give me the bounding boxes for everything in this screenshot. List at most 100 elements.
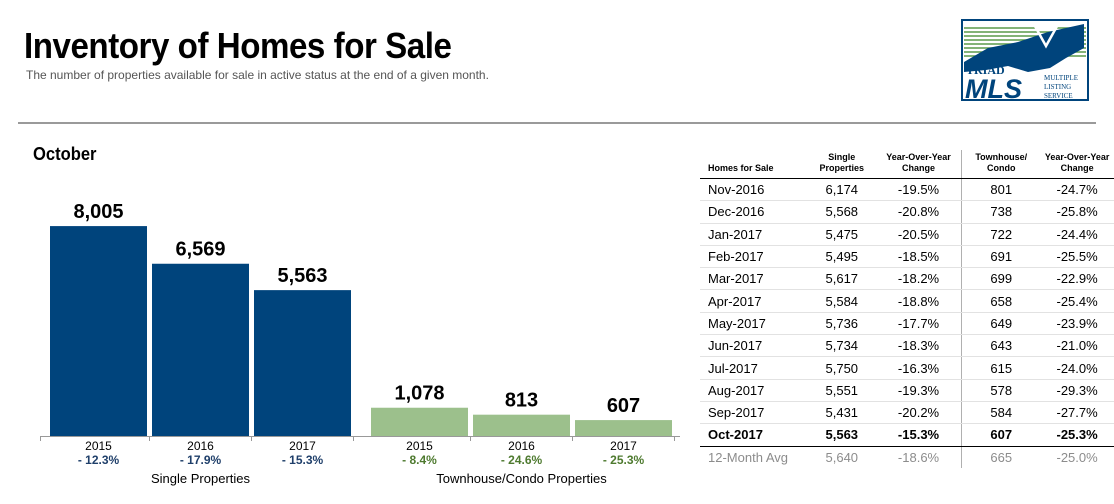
cell-single-yoy-change: -20.2% — [875, 401, 962, 425]
yoy-change-label: - 25.3% — [603, 453, 645, 467]
logo-text-triad: TRIAD — [966, 63, 1005, 77]
bar-value-label: 607 — [607, 395, 640, 417]
table-row: Dec-2016 5,568 -20.8% 738 -25.8% — [700, 200, 1114, 224]
cell-townhouse-yoy-change: -27.7% — [1040, 401, 1114, 425]
cell-single-properties: 5,568 — [807, 200, 876, 224]
cell-single-yoy-change: -18.3% — [875, 334, 962, 358]
cell-townhouse-yoy-change: -22.9% — [1040, 267, 1114, 291]
cell-month: Jun-2017 — [700, 334, 808, 358]
cell-townhouse-condo: 643 — [961, 334, 1041, 358]
table-row: Oct-2017 5,563 -15.3% 607 -25.3% — [700, 423, 1114, 447]
page-title: Inventory of Homes for Sale — [24, 25, 452, 66]
cell-townhouse-yoy-change: -25.8% — [1040, 200, 1114, 224]
bar — [473, 414, 570, 436]
logo-emblem — [961, 19, 1089, 101]
cell-single-properties: 5,431 — [807, 401, 876, 425]
cell-single-properties: 5,563 — [807, 423, 876, 447]
cell-townhouse-yoy-change: -21.0% — [1040, 334, 1114, 358]
header-divider — [18, 122, 1096, 124]
triad-mls-logo: TRIAD MLS MULTIPLE LISTING SERVICE — [961, 19, 1089, 104]
table-row: Sep-2017 5,431 -20.2% 584 -27.7% — [700, 401, 1114, 425]
x-tick-label: 2015 — [85, 439, 112, 453]
cell-month: Nov-2016 — [700, 178, 808, 202]
cell-single-yoy-change: -18.8% — [875, 289, 962, 313]
cell-month: Apr-2017 — [700, 289, 808, 313]
cell-month: Sep-2017 — [700, 401, 808, 425]
cell-single-properties: 5,551 — [807, 379, 876, 402]
cell-townhouse-yoy-change: -24.7% — [1040, 178, 1114, 202]
cell-single-yoy-change: -18.5% — [875, 245, 962, 269]
table-row: Mar-2017 5,617 -18.2% 699 -22.9% — [700, 267, 1114, 291]
logo-tag-2: LISTING — [1044, 83, 1071, 91]
table-row-12-month-avg: 12-Month Avg 5,640 -18.6% 665 -25.0% — [700, 446, 1114, 468]
x-tick-label: 2015 — [406, 439, 433, 453]
cell-month: Aug-2017 — [700, 379, 808, 402]
yoy-change-label: - 24.6% — [501, 453, 543, 467]
cell-month: Jan-2017 — [700, 223, 808, 246]
cell-single-yoy-change: -19.3% — [875, 379, 962, 402]
cell-single-yoy-change: -16.3% — [875, 356, 962, 380]
bar — [50, 226, 147, 436]
cell-townhouse-yoy-change: -25.0% — [1056, 449, 1098, 465]
cell-single-yoy-change: -15.3% — [875, 423, 962, 447]
group-label: Townhouse/Condo Properties — [436, 471, 607, 486]
cell-townhouse-yoy-change: -24.0% — [1040, 356, 1114, 380]
cell-townhouse-yoy-change: -25.4% — [1040, 289, 1114, 313]
bar — [371, 407, 468, 436]
cell-townhouse-yoy-change: -29.3% — [1040, 379, 1114, 402]
bar-value-label: 813 — [505, 390, 538, 412]
cell-single-yoy-change: -20.8% — [875, 200, 962, 224]
cell-month: Feb-2017 — [700, 245, 808, 269]
yoy-change-label: - 12.3% — [78, 453, 120, 467]
cell-townhouse-condo: 691 — [961, 245, 1041, 269]
bar-value-label: 1,078 — [394, 383, 444, 405]
cell-townhouse-condo: 801 — [961, 178, 1041, 202]
cell-townhouse-yoy-change: -25.5% — [1040, 245, 1114, 269]
cell-townhouse-condo: 738 — [961, 200, 1041, 224]
bar-value-label: 8,005 — [73, 201, 123, 223]
col-header-single-yoy: Year-Over-Year Change — [875, 150, 962, 179]
x-tick-label: 2016 — [187, 439, 214, 453]
cell-townhouse-yoy-change: -25.3% — [1040, 423, 1114, 447]
yoy-change-label: - 15.3% — [282, 453, 324, 467]
x-tick-label: 2017 — [610, 439, 637, 453]
cell-month: Dec-2016 — [700, 200, 808, 224]
cell-single-properties: 5,495 — [807, 245, 876, 269]
x-tick-label: 2017 — [289, 439, 316, 453]
cell-townhouse-condo: 658 — [961, 289, 1041, 313]
cell-month: 12-Month Avg — [708, 449, 788, 465]
cell-month: Oct-2017 — [700, 423, 808, 447]
cell-townhouse-condo: 649 — [961, 312, 1041, 336]
cell-single-properties: 5,617 — [807, 267, 876, 291]
table-row: Jan-2017 5,475 -20.5% 722 -24.4% — [700, 223, 1114, 246]
group-label: Single Properties — [151, 471, 250, 486]
table-row: Aug-2017 5,551 -19.3% 578 -29.3% — [700, 379, 1114, 402]
bar — [152, 263, 249, 436]
table-row: May-2017 5,736 -17.7% 649 -23.9% — [700, 312, 1114, 336]
page-subtitle: The number of properties available for s… — [26, 68, 489, 82]
table-row: Jul-2017 5,750 -16.3% 615 -24.0% — [700, 356, 1114, 380]
cell-single-properties: 5,475 — [807, 223, 876, 246]
table-row: Feb-2017 5,495 -18.5% 691 -25.5% — [700, 245, 1114, 269]
cell-single-properties: 5,750 — [807, 356, 876, 380]
yoy-change-label: - 8.4% — [402, 453, 437, 467]
logo-tag-3: SERVICE — [1044, 92, 1073, 100]
cell-single-yoy-change: -18.2% — [875, 267, 962, 291]
cell-single-yoy-change: -20.5% — [875, 223, 962, 246]
cell-townhouse-yoy-change: -23.9% — [1040, 312, 1114, 336]
cell-single-properties: 5,640 — [825, 449, 859, 465]
col-header-single-properties: Single Properties — [807, 150, 876, 179]
bar-value-label: 5,563 — [277, 265, 327, 287]
chart-title: October — [33, 144, 97, 164]
col-header-townhouse-condo: Townhouse/ Condo — [961, 150, 1041, 179]
bar — [575, 420, 672, 436]
x-tick-label: 2016 — [508, 439, 535, 453]
cell-townhouse-condo: 615 — [961, 356, 1041, 380]
cell-townhouse-condo: 607 — [961, 423, 1041, 447]
cell-single-yoy-change: -17.7% — [875, 312, 962, 336]
col-header-homes-for-sale: Homes for Sale — [700, 150, 808, 179]
table-row: Apr-2017 5,584 -18.8% 658 -25.4% — [700, 289, 1114, 313]
cell-month: Jul-2017 — [700, 356, 808, 380]
cell-single-properties: 5,734 — [807, 334, 876, 358]
